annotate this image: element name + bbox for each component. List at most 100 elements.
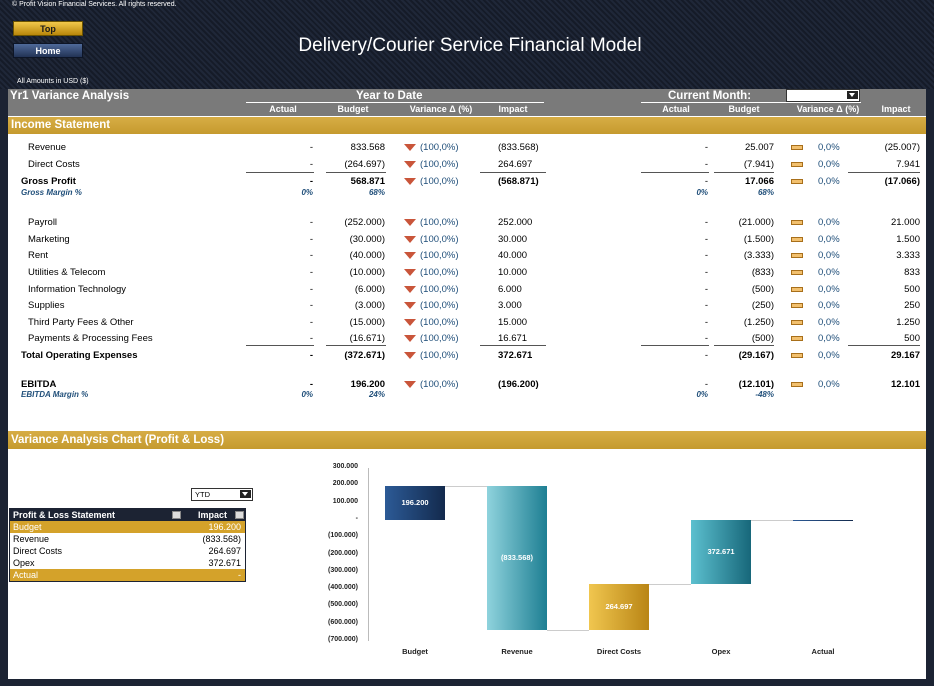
copyright-text: © Profit Vision Financial Services. All … [12, 1, 177, 8]
cm-budget: (1.250) [743, 317, 774, 328]
current-month-title: Current Month: [668, 90, 752, 102]
cm-variance: 0,0% [818, 379, 840, 390]
ytd-col-budget: Budget [337, 104, 369, 114]
down-arrow-icon [404, 144, 416, 151]
cm-actual: - [704, 234, 708, 245]
pl-table-row: Direct Costs 264.697 [10, 545, 245, 557]
ytd-variance: (100,0%) [420, 176, 459, 187]
cm-variance: 0,0% [818, 250, 840, 261]
ytd-actual: - [309, 333, 313, 344]
month-select[interactable]: December [786, 89, 860, 102]
flat-bar-icon [791, 382, 803, 387]
ytd-actual: - [309, 300, 313, 311]
section-title: Yr1 Variance Analysis [10, 90, 130, 102]
ytd-budget: (15.000) [349, 317, 385, 328]
cm-actual: - [704, 350, 708, 361]
cm-impact: 833 [904, 267, 920, 278]
ytd-variance: (100,0%) [420, 250, 459, 261]
cm-variance: 0,0% [818, 159, 840, 170]
row-separator [326, 345, 386, 346]
month-select-value: December [790, 91, 827, 100]
filter-icon[interactable] [172, 511, 181, 519]
cm-actual: - [704, 267, 708, 278]
cm-actual: - [704, 142, 708, 153]
row-separator [714, 172, 774, 173]
y-tick-label: - [355, 514, 358, 522]
cm-budget: (12.101) [738, 379, 774, 390]
row-separator [641, 345, 709, 346]
cm-impact: 29.167 [890, 350, 920, 361]
cm-budget: (21.000) [738, 217, 774, 228]
cm-variance: 0,0% [818, 142, 840, 153]
connector-line [547, 630, 589, 632]
ytd-actual: - [309, 217, 313, 228]
cm-col-actual: Actual [662, 104, 690, 114]
down-arrow-icon [404, 219, 416, 226]
cm-budget: (500) [751, 333, 774, 344]
chevron-down-icon[interactable] [847, 91, 858, 99]
period-select[interactable]: YTD [191, 488, 253, 501]
ytd-underline [246, 102, 544, 103]
row-label: Total Operating Expenses [21, 350, 138, 361]
cm-variance: 0,0% [818, 267, 840, 278]
pl-table: Profit & Loss Statement Impact Budget 19… [9, 508, 246, 582]
chevron-down-icon[interactable] [240, 490, 251, 498]
top-button[interactable]: Top [13, 21, 83, 36]
cm-variance: 0,0% [818, 317, 840, 328]
ytd-impact: 10.000 [498, 267, 528, 278]
cm-actual: - [704, 333, 708, 344]
cm-underline [641, 102, 861, 103]
y-tick-label: (500.000) [328, 601, 358, 609]
y-tick-label: (400.000) [328, 584, 358, 592]
down-arrow-icon [404, 178, 416, 185]
margin-label: EBITDA Margin % [21, 390, 89, 399]
cm-variance: 0,0% [818, 234, 840, 245]
ytd-budget: (6.000) [354, 284, 385, 295]
ytd-impact: (196.200) [498, 379, 539, 390]
ytd-actual: - [309, 317, 313, 328]
margin-cm-budget: 68% [757, 188, 774, 197]
page-title: Delivery/Courier Service Financial Model [298, 35, 642, 56]
ytd-col-actual: Actual [269, 104, 297, 114]
ytd-variance: (100,0%) [420, 300, 459, 311]
ytd-variance: (100,0%) [420, 350, 459, 361]
home-button[interactable]: Home [13, 43, 83, 58]
connector-line [445, 485, 487, 487]
pl-row-label: Opex [13, 558, 35, 568]
ytd-budget: (252.000) [344, 217, 385, 228]
row-label: Information Technology [28, 284, 127, 295]
income-statement-header: Income Statement [8, 117, 926, 134]
variance-sheet: Yr1 Variance Analysis Year to Date Curre… [8, 89, 926, 679]
ytd-budget: (10.000) [349, 267, 385, 278]
ytd-actual: - [309, 379, 313, 390]
variance-header-band: Yr1 Variance Analysis Year to Date Curre… [8, 89, 926, 116]
cm-budget: (1.500) [743, 234, 774, 245]
waterfall-bar: 264.697 [589, 584, 649, 631]
ytd-budget: (264.697) [344, 159, 385, 170]
ytd-title: Year to Date [356, 90, 423, 102]
filter-icon[interactable] [235, 511, 244, 519]
pl-row-label: Actual [13, 570, 39, 580]
cm-actual: - [704, 284, 708, 295]
period-select-value: YTD [195, 490, 210, 499]
ytd-actual: - [309, 159, 313, 170]
flat-bar-icon [791, 270, 803, 275]
pl-row-value: 372.671 [208, 558, 241, 568]
cm-variance: 0,0% [818, 217, 840, 228]
cm-col-budget: Budget [728, 104, 760, 114]
pl-row-value: (833.568) [202, 534, 241, 544]
row-separator [848, 172, 920, 173]
cm-impact: 250 [904, 300, 920, 311]
cm-actual: - [704, 317, 708, 328]
ytd-budget: (3.000) [354, 300, 385, 311]
ytd-actual: - [309, 142, 313, 153]
waterfall-bar: 196.200 [385, 485, 445, 520]
down-arrow-icon [404, 236, 416, 243]
cm-actual: - [704, 250, 708, 261]
row-label: Gross Profit [21, 176, 76, 187]
margin-ytd-budget: 68% [368, 188, 385, 197]
row-label: Payroll [28, 217, 58, 228]
ytd-impact: 15.000 [498, 317, 528, 328]
ytd-impact: 372.671 [498, 350, 533, 361]
flat-bar-icon [791, 237, 803, 242]
